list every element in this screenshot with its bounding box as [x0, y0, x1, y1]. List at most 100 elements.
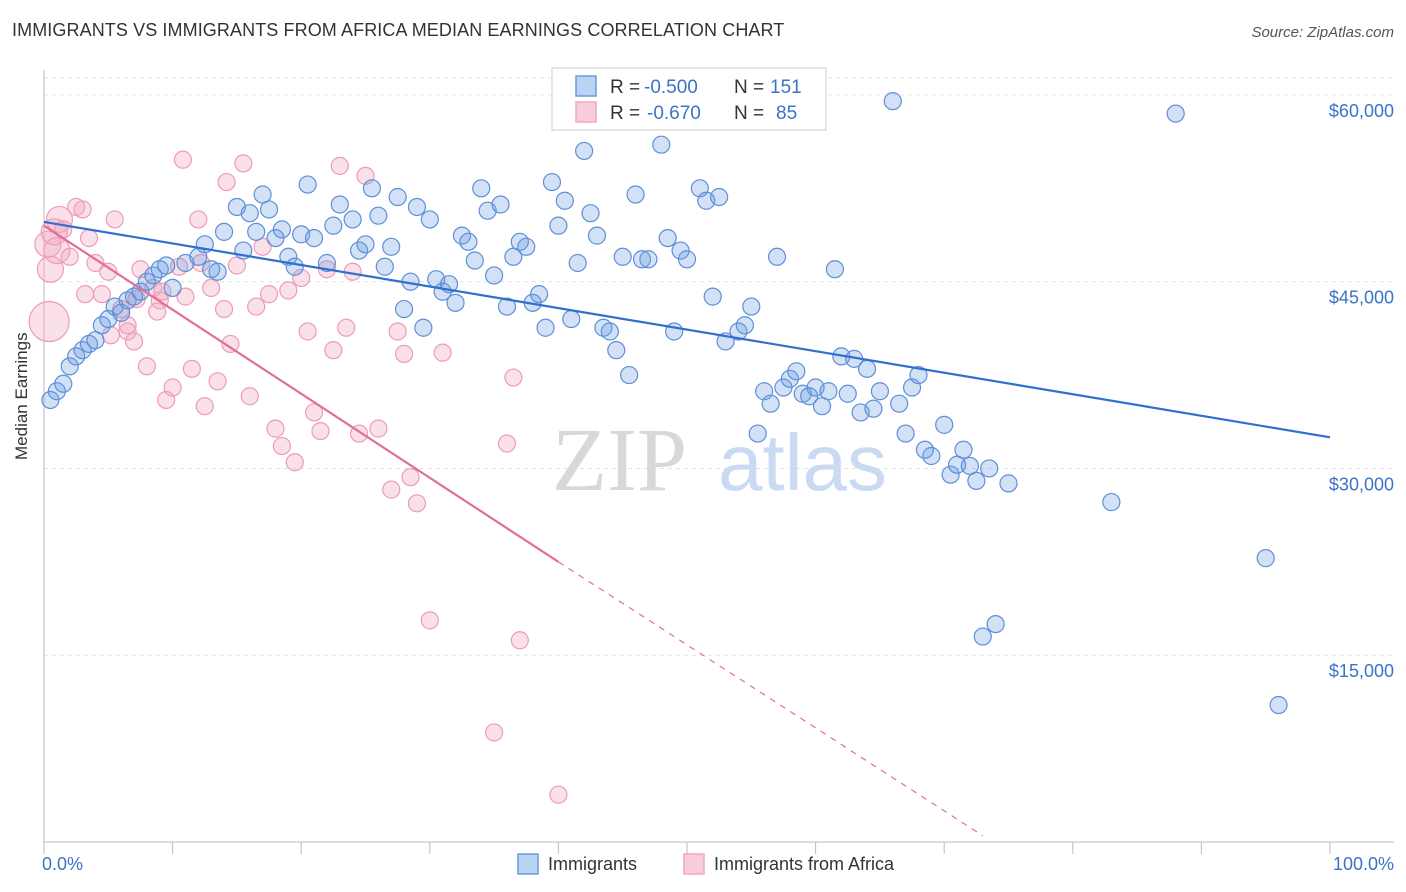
- watermark: ZIP atlas: [552, 411, 887, 510]
- legend-n-value-2: 85: [776, 103, 797, 124]
- immigrants-point: [465, 251, 484, 270]
- immigrants-point: [394, 299, 414, 319]
- immigrants-point: [54, 374, 73, 393]
- immigrants-point: [870, 382, 890, 401]
- africa-point: [195, 397, 214, 416]
- immigrants-point: [613, 247, 632, 266]
- africa-point: [148, 302, 167, 321]
- immigrants-point: [710, 187, 729, 207]
- immigrants-point: [1102, 492, 1121, 512]
- immigrants-point: [253, 185, 272, 204]
- immigrants-point: [157, 256, 176, 275]
- africa-point: [433, 343, 452, 362]
- legend-r-value-1: -0.500: [644, 77, 698, 98]
- chart-source: Source: ZipAtlas.com: [1251, 24, 1394, 41]
- immigrants-point: [780, 369, 799, 388]
- immigrants-point: [652, 135, 671, 154]
- africa-point: [510, 631, 529, 650]
- y-tick-label: $30,000: [1329, 474, 1394, 494]
- immigrants-point: [999, 474, 1018, 493]
- africa-point: [153, 282, 172, 301]
- immigrants-point: [60, 357, 79, 376]
- immigrants-point: [890, 394, 909, 413]
- africa-point: [76, 285, 95, 304]
- legend-box: [551, 67, 827, 131]
- immigrants-point: [382, 237, 401, 256]
- africa-point: [202, 278, 221, 298]
- immigrants-point: [935, 415, 954, 434]
- africa-point: [92, 285, 111, 304]
- immigrants-point: [568, 253, 587, 273]
- immigrants-point: [864, 399, 883, 418]
- africa-point: [234, 154, 253, 173]
- immigrants-point: [446, 293, 465, 312]
- africa-point: [217, 172, 236, 192]
- africa-point: [311, 421, 330, 441]
- trend-lines: [43, 220, 1331, 837]
- immigrants-point: [587, 226, 607, 245]
- africa-point: [420, 611, 439, 630]
- africa-point: [324, 341, 343, 360]
- legend-r-label-2: R =: [610, 103, 640, 124]
- immigrants-point: [639, 250, 658, 269]
- immigrants-point: [285, 257, 304, 276]
- immigrants-point: [343, 210, 362, 229]
- legend-n-label-2: N =: [734, 103, 764, 124]
- watermark-atlas: atlas: [718, 418, 887, 507]
- immigrants-point: [742, 297, 761, 316]
- immigrants-point: [362, 179, 382, 198]
- africa-point: [28, 300, 70, 343]
- immigrants-point: [896, 424, 915, 443]
- africa-point: [79, 228, 99, 248]
- immigrants-point: [163, 278, 182, 298]
- bottom-legend-swatch-blue: [517, 853, 539, 875]
- immigrants-point: [632, 250, 652, 269]
- y-tick-label: $60,000: [1329, 101, 1394, 121]
- africa-point: [36, 255, 65, 283]
- series-legend: Immigrants Immigrants from Africa: [517, 853, 895, 875]
- immigrants-point: [504, 247, 523, 266]
- africa-point: [504, 368, 523, 387]
- immigrants-point: [536, 318, 555, 337]
- africa-point: [382, 480, 401, 499]
- immigrants-point: [600, 322, 619, 341]
- immigrants-point: [356, 235, 375, 254]
- immigrants-point: [491, 195, 510, 214]
- africa-point: [407, 494, 427, 513]
- immigrants-point: [960, 456, 980, 476]
- immigrants-point: [838, 384, 857, 403]
- immigrants-point: [86, 331, 105, 350]
- africa-trend-line: [43, 224, 560, 563]
- immigrants-point: [909, 365, 928, 385]
- africa-point: [401, 468, 420, 487]
- africa-point: [221, 334, 240, 354]
- africa-point: [549, 785, 568, 804]
- africa-point: [337, 318, 356, 337]
- immigrants-point: [517, 237, 536, 256]
- africa-point: [259, 285, 279, 304]
- immigrants-point: [369, 206, 388, 225]
- legend-r-value-2: -0.670: [647, 103, 701, 124]
- immigrants-point: [304, 228, 324, 248]
- immigrants-point: [562, 309, 581, 329]
- immigrants-point: [388, 187, 407, 207]
- africa-point: [253, 237, 272, 256]
- africa-point: [272, 436, 292, 456]
- immigrants-point: [857, 359, 877, 378]
- immigrants-point: [703, 287, 722, 306]
- africa-point: [60, 247, 79, 266]
- legend-swatch-blue: [575, 75, 597, 97]
- immigrants-point: [324, 216, 343, 235]
- y-tick-label: $45,000: [1329, 288, 1394, 308]
- immigrants-point: [298, 175, 317, 194]
- immigrants-point: [761, 394, 780, 413]
- immigrants-point: [240, 204, 259, 223]
- immigrants-point: [941, 465, 960, 484]
- immigrants-point: [407, 197, 427, 217]
- immigrants-point: [620, 365, 639, 385]
- africa-point: [137, 357, 156, 376]
- immigrants-point: [497, 297, 517, 316]
- immigrants-point: [922, 446, 941, 466]
- immigrants-points: [41, 92, 1288, 715]
